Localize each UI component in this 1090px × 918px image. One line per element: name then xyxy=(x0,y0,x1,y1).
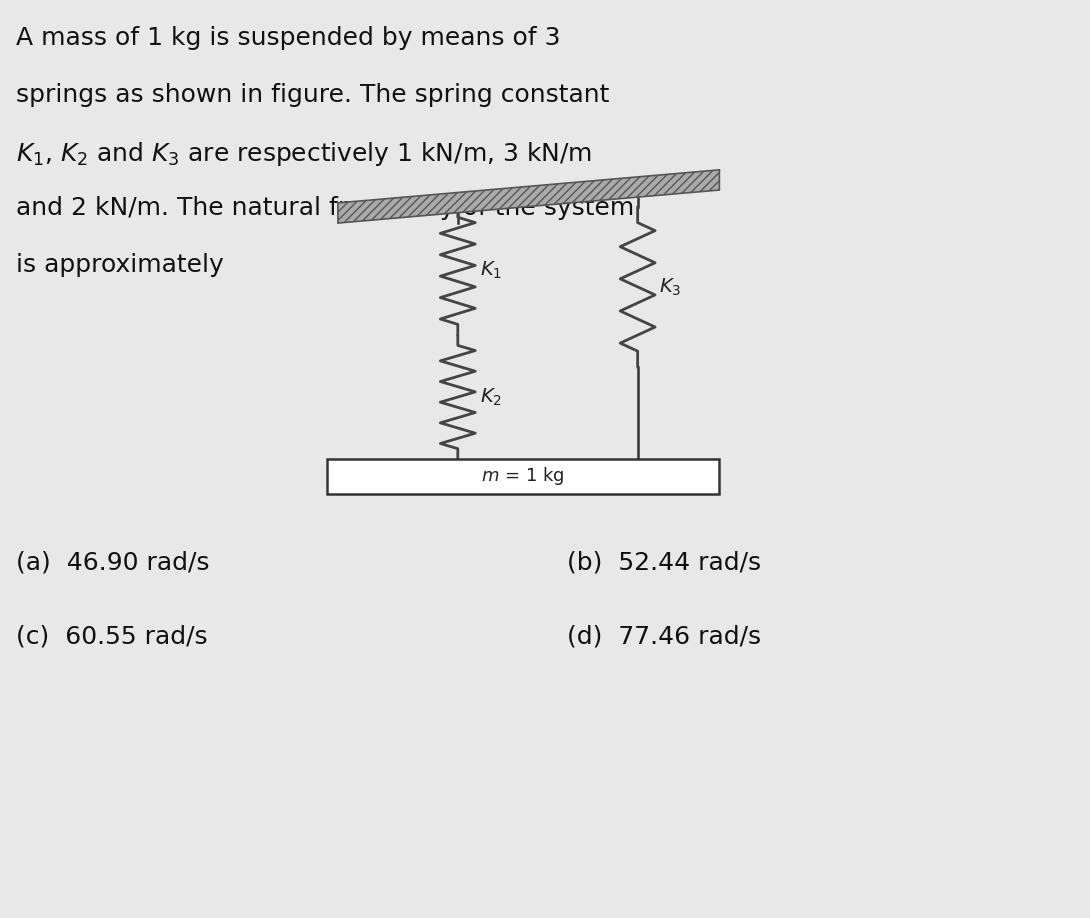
Text: springs as shown in figure. The spring constant: springs as shown in figure. The spring c… xyxy=(16,83,609,106)
Text: (a)  46.90 rad/s: (a) 46.90 rad/s xyxy=(16,551,210,575)
Text: $m$ = 1 kg: $m$ = 1 kg xyxy=(482,465,565,487)
Text: (c)  60.55 rad/s: (c) 60.55 rad/s xyxy=(16,624,208,648)
Text: $K_1$: $K_1$ xyxy=(480,260,501,282)
Text: and 2 kN/m. The natural frequency of the system: and 2 kN/m. The natural frequency of the… xyxy=(16,196,634,220)
Text: (d)  77.46 rad/s: (d) 77.46 rad/s xyxy=(567,624,761,648)
Text: is approximately: is approximately xyxy=(16,253,225,277)
Text: $K_1$, $K_2$ and $K_3$ are respectively 1 kN/m, 3 kN/m: $K_1$, $K_2$ and $K_3$ are respectively … xyxy=(16,140,593,168)
Text: $K_2$: $K_2$ xyxy=(480,386,501,408)
Text: $K_3$: $K_3$ xyxy=(659,276,681,297)
Text: A mass of 1 kg is suspended by means of 3: A mass of 1 kg is suspended by means of … xyxy=(16,26,561,50)
Text: (b)  52.44 rad/s: (b) 52.44 rad/s xyxy=(567,551,761,575)
Polygon shape xyxy=(338,170,719,223)
Polygon shape xyxy=(327,459,719,494)
